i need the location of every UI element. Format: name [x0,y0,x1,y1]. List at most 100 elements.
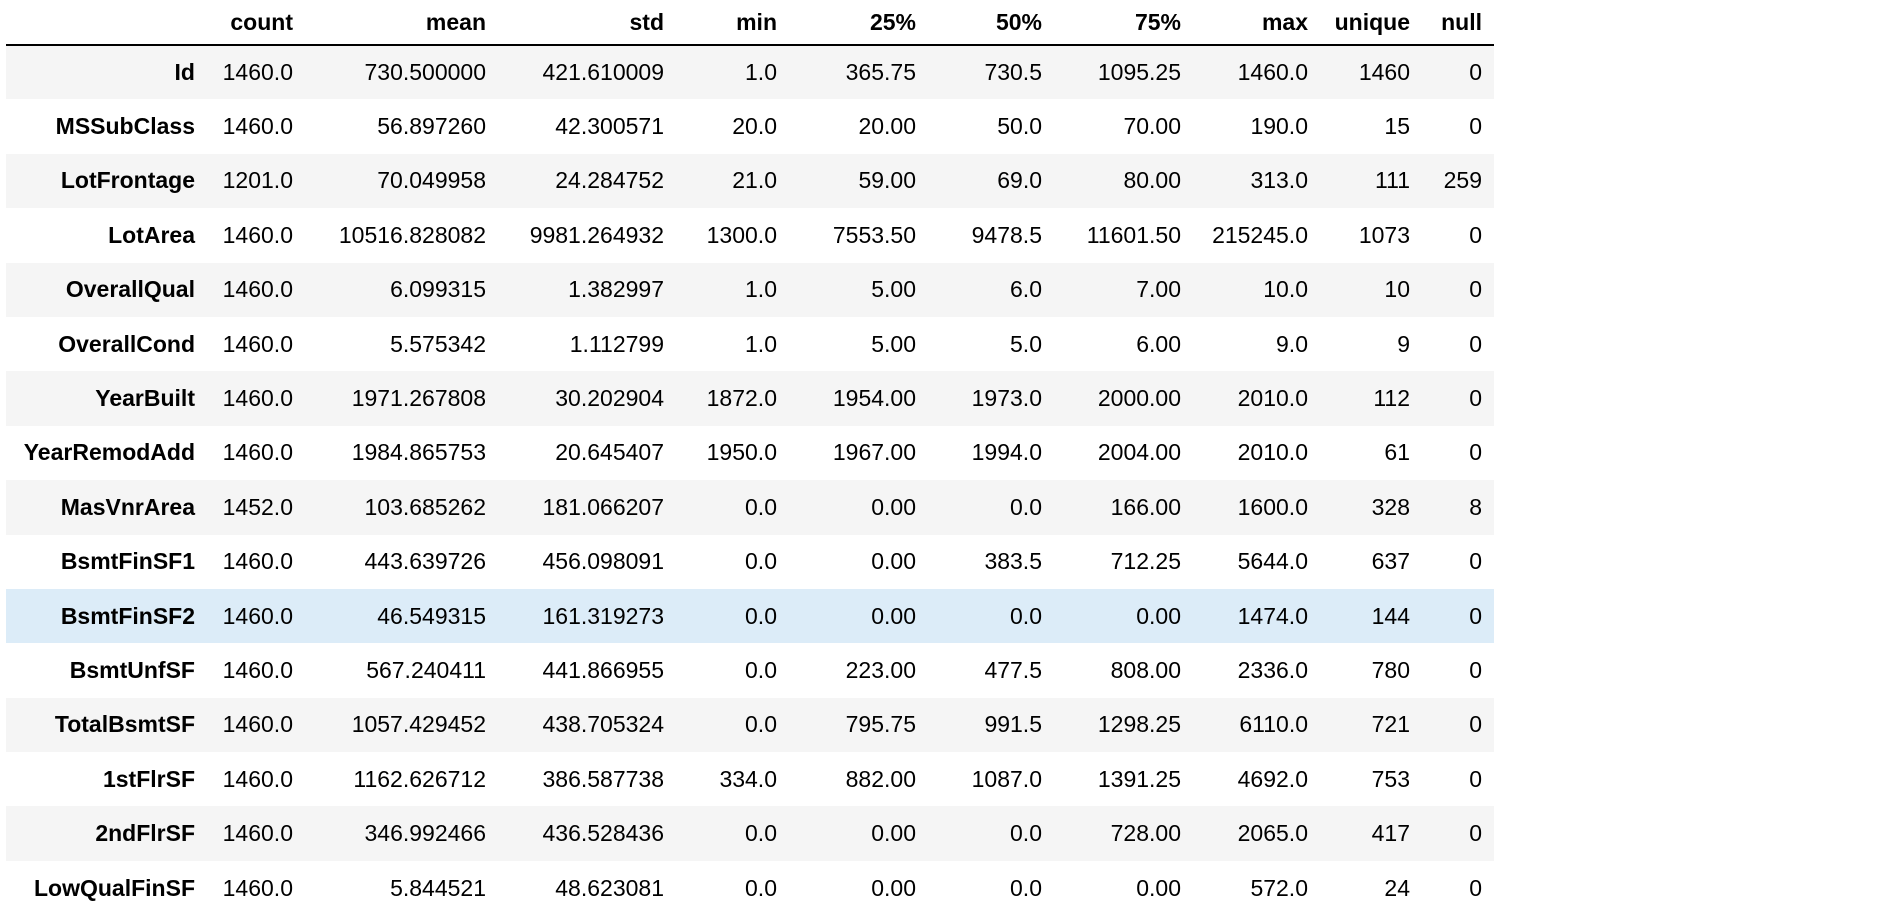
table-cell: 6.00 [1136,330,1181,357]
table-row: OverallCond 1460.0 5.575342 1.112799 1.0 5.00… [6,316,1494,372]
table-cell: 1994.0 [971,439,1042,466]
table-cell: 0 [1469,330,1482,357]
table-cell: 1460.0 [222,711,293,738]
table-cell: 5.575342 [390,330,486,357]
row-label: Id [174,59,195,86]
table-cell: 1967.00 [832,439,916,466]
table-cell: 0.0 [745,602,777,629]
table-cell: 4692.0 [1237,765,1308,792]
table-cell: 780 [1371,656,1410,683]
table-cell: 5.00 [871,276,916,303]
row-label: BsmtUnfSF [69,656,195,683]
table-cell: 1954.00 [832,385,916,412]
table-cell: 61 [1384,439,1410,466]
table-cell: 190.0 [1250,113,1308,140]
table-cell: 2000.00 [1097,385,1181,412]
table-cell: 346.992466 [364,820,486,847]
table-cell: 1087.0 [971,765,1042,792]
column-header: 25% [789,0,928,46]
table-cell: 0.0 [745,493,777,520]
table-row: OverallQual 1460.0 6.099315 1.382997 1.0 5.00… [6,262,1494,317]
table-cell: 59.00 [858,167,916,194]
row-label: 2ndFlrSF [95,820,195,847]
table-row: LotFrontage 1201.0 70.049958 24.284752 21.0 5… [6,153,1494,209]
table-cell: 1460.0 [222,602,293,629]
row-label: LotFrontage [60,167,195,194]
table-cell: 7.00 [1136,276,1181,303]
table-row: LotArea 1460.0 10516.828082 9981.264932 1300… [6,208,1494,263]
table-cell: 5.00 [871,330,916,357]
table-cell: 1460.0 [222,113,293,140]
table-cell: 0.0 [745,820,777,847]
table-row: 2ndFlrSF 1460.0 346.992466 436.528436 0.0 0.0… [6,806,1494,861]
table-cell: 15 [1384,113,1410,140]
column-header: 75% [1054,0,1193,46]
table-cell: 10 [1384,276,1410,303]
table-cell: 1300.0 [706,221,777,248]
column-header: null [1422,0,1494,46]
table-cell: 144 [1371,602,1410,629]
row-label: YearBuilt [95,385,195,412]
table-cell: 10.0 [1263,276,1308,303]
table-cell: 436.528436 [542,820,664,847]
table-cell: 386.587738 [542,765,664,792]
table-cell: 1.0 [745,59,777,86]
table-cell: 1600.0 [1237,493,1308,520]
table-row: BsmtFinSF2 1460.0 46.549315 161.319273 0.0 0.… [6,588,1494,644]
table-cell: 730.500000 [364,59,486,86]
table-cell: 0 [1469,656,1482,683]
table-cell: 9478.5 [971,221,1042,248]
table-cell: 2065.0 [1237,820,1308,847]
table-cell: 1460.0 [222,765,293,792]
column-header: std [498,0,676,46]
table-cell: 20.645407 [555,439,664,466]
table-cell: 365.75 [845,59,916,86]
table-cell: 2010.0 [1237,439,1308,466]
table-cell: 0 [1469,548,1482,575]
table-cell: 8 [1469,493,1482,520]
table-cell: 1460.0 [222,874,293,901]
row-label: TotalBsmtSF [54,711,195,738]
table-cell: 42.300571 [555,113,664,140]
table-cell: 0 [1469,59,1482,86]
table-cell: 0.00 [871,602,916,629]
table-cell: 0 [1469,113,1482,140]
table-cell: 6.099315 [390,276,486,303]
column-header: count [207,0,305,46]
table-cell: 1971.267808 [351,385,486,412]
table-cell: 5.0 [1010,330,1042,357]
table-cell: 0 [1469,602,1482,629]
table-cell: 1460.0 [222,385,293,412]
table-cell: 1.0 [745,330,777,357]
row-label: YearRemodAdd [23,439,195,466]
table-cell: 0.0 [1010,820,1042,847]
table-cell: 1460.0 [222,221,293,248]
table-cell: 0.0 [745,656,777,683]
table-cell: 0.0 [1010,602,1042,629]
table-cell: 1.382997 [568,276,664,303]
table-cell: 417 [1371,820,1410,847]
table-cell: 111 [1375,167,1410,194]
table-cell: 728.00 [1110,820,1181,847]
table-cell: 0 [1469,221,1482,248]
table-cell: 20.0 [732,113,777,140]
table-cell: 1.0 [745,276,777,303]
column-header: mean [305,0,498,46]
table-cell: 112 [1373,385,1410,412]
table-cell: 721 [1371,711,1410,738]
table-cell: 1298.25 [1097,711,1181,738]
table-cell: 70.049958 [377,167,486,194]
column-header: 50% [928,0,1054,46]
table-cell: 0.00 [871,874,916,901]
table-cell: 991.5 [984,711,1042,738]
table-cell: 0 [1469,874,1482,901]
table-header-row: count mean std min 25% 50% 75% max unique null [6,0,1494,46]
table-cell: 223.00 [845,656,916,683]
table-cell: 0 [1469,765,1482,792]
table-row: TotalBsmtSF 1460.0 1057.429452 438.705324 0.… [6,697,1494,753]
table-cell: 103.685262 [364,493,486,520]
table-cell: 441.866955 [542,656,664,683]
table-cell: 1460.0 [222,820,293,847]
table-cell: 10516.828082 [338,221,486,248]
table-cell: 2010.0 [1237,385,1308,412]
